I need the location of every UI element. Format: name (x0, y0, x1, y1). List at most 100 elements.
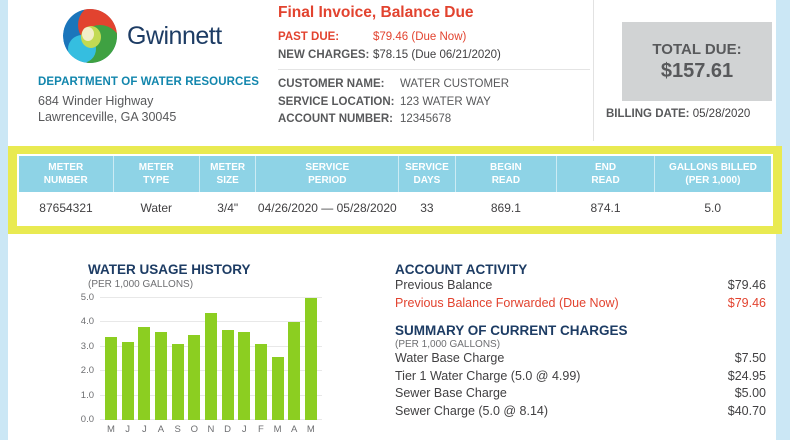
charge-row: Sewer Base Charge $5.00 (395, 385, 766, 403)
account-number-row: ACCOUNT NUMBER: 12345678 (278, 111, 590, 129)
meter-cell: 33 (398, 192, 456, 224)
charge-label: Previous Balance (395, 278, 493, 292)
charge-label: Sewer Charge (5.0 @ 8.14) (395, 403, 549, 418)
chart-y-tick: 4.0 (80, 316, 94, 328)
current-charges-rows: Water Base Charge $7.50 Tier 1 Water Charg… (395, 350, 766, 420)
new-charges-row: NEW CHARGES: $78.15 (Due 06/21/2020) (278, 47, 590, 65)
chart-x-tick: J (125, 424, 131, 435)
chart-x-tick: J (141, 424, 147, 435)
past-due-label: PAST DUE: (278, 31, 340, 43)
usage-bar (171, 344, 184, 420)
invoice-title: Final Invoice, Balance Due (278, 4, 474, 21)
charge-label: Previous Balance Forwarded (Due Now) (395, 295, 619, 310)
meter-table-highlight-frame: METER NUMBER METER TYPE METER SIZE SERVICE … (8, 146, 782, 234)
department-address: 684 Winder Highway Lawrenceville, GA 300… (38, 93, 270, 126)
meter-cell: 04/26/2020 — 05/28/2020 (255, 192, 399, 224)
meter-col-header: END READ (556, 156, 655, 192)
service-location-value: 123 WATER WAY (400, 95, 491, 108)
charge-value: $5.00 (734, 386, 766, 400)
chart-y-tick: 3.0 (80, 340, 94, 352)
current-charges-section: SUMMARY OF CURRENT CHARGES (PER 1,000 GA… (395, 323, 766, 420)
service-location-label: SERVICE LOCATION: (278, 95, 395, 108)
past-due-row: PAST DUE: $79.46 (Due Now) (278, 29, 590, 47)
chart-x-tick: D (224, 424, 232, 435)
usage-bar (271, 356, 284, 420)
meter-col-header: BEGIN READ (454, 156, 557, 192)
invoice-summary-section: Final Invoice, Balance Due PAST DUE: $79… (278, 4, 590, 129)
chart-x-tick: M (273, 424, 282, 435)
meter-header-row: METER NUMBER METER TYPE METER SIZE SERVICE … (19, 156, 771, 192)
meter-table-inner: METER NUMBER METER TYPE METER SIZE SERVICE … (17, 154, 773, 226)
account-number-value: 12345678 (400, 113, 452, 125)
total-due-box: TOTAL DUE: $157.61 (622, 22, 772, 101)
new-charges-value: $78.15 (Due 06/21/2020) (373, 48, 501, 61)
meter-col-header: SERVICE PERIOD (255, 156, 399, 192)
customer-name-label: CUSTOMER NAME: (278, 78, 385, 90)
customer-name-value: WATER CUSTOMER (400, 78, 510, 90)
usage-bar (121, 341, 134, 420)
billing-date-value: 05/28/2020 (692, 108, 751, 120)
usage-bar (221, 329, 234, 420)
brand-wordmark: Gwinnett (127, 21, 222, 50)
meter-cell: 87654321 (19, 192, 113, 224)
logo-row: Gwinnett (62, 8, 270, 64)
page-edge-left (0, 0, 8, 440)
meter-col-header: METER TYPE (112, 156, 200, 192)
customer-name-row: CUSTOMER NAME: WATER CUSTOMER (278, 76, 590, 94)
new-charges-label: NEW CHARGES: (278, 48, 370, 61)
charge-value: $79.46 (727, 295, 766, 310)
usage-bar (105, 337, 117, 420)
address-line-2: Lawrenceville, GA 30045 (38, 110, 177, 125)
chart-x-tick: A (157, 424, 165, 435)
usage-bar (204, 312, 217, 420)
usage-bar (138, 327, 151, 420)
chart-x-tick: N (207, 424, 215, 435)
chart-x-tick: S (174, 424, 181, 435)
usage-bar (188, 334, 201, 420)
usage-bar (288, 322, 301, 420)
meter-col-header: METER SIZE (198, 156, 256, 192)
department-name: DEPARTMENT OF WATER RESOURCES (38, 76, 259, 88)
charge-row: Tier 1 Water Charge (5.0 @ 4.99) $24.95 (395, 368, 766, 386)
billing-date-label: BILLING DATE: (606, 108, 690, 120)
chart-y-tick: 1.0 (80, 389, 94, 401)
meter-cell: 3/4" (199, 192, 256, 224)
chart-x-tick: O (190, 424, 198, 435)
meter-data-row: 87654321 Water 3/4" 04/26/2020 — 05/28/2020… (19, 192, 771, 224)
chart-y-tick: 2.0 (80, 365, 94, 377)
usage-chart: 0.0 1.0 2.0 3.0 4.0 5.0 (81, 292, 322, 425)
usage-bar (254, 344, 267, 420)
chart-y-tick: 0.0 (80, 414, 94, 425)
chart-gridline (100, 297, 322, 298)
chart-bars (100, 298, 322, 420)
charge-value: $40.70 (727, 403, 766, 418)
meter-cell: 874.1 (556, 192, 655, 224)
chart-x-tick: A (291, 424, 298, 435)
gwinnett-logo-icon (63, 9, 117, 63)
meter-col-header: GALLONS BILLED (PER 1,000) (653, 156, 771, 192)
total-due-section: TOTAL DUE: $157.61 BILLING DATE: 05/28/2… (600, 0, 782, 120)
usage-bar (238, 332, 251, 420)
chart-x-tick: F (258, 424, 264, 435)
current-charges-subheading: (PER 1,000 GALLONS) (395, 339, 501, 350)
usage-bar (304, 298, 317, 420)
page-edge-right (776, 0, 790, 440)
total-due-label: TOTAL DUE: (652, 40, 742, 58)
account-number-label: ACCOUNT NUMBER: (278, 113, 393, 125)
chart-title: WATER USAGE HISTORY (88, 262, 251, 277)
charge-row: Previous Balance $79.46 (395, 277, 766, 295)
account-activity-rows: Previous Balance $79.46 Previous Balance F… (395, 277, 766, 312)
header-divider (278, 69, 590, 70)
account-activity-heading: ACCOUNT ACTIVITY (395, 262, 528, 277)
water-usage-section: WATER USAGE HISTORY (PER 1,000 GALLONS) … (70, 262, 336, 435)
account-activity-section: ACCOUNT ACTIVITY Previous Balance $79.46 P… (395, 262, 766, 420)
charge-label: Sewer Base Charge (395, 386, 507, 400)
service-location-row: SERVICE LOCATION: 123 WATER WAY (278, 94, 590, 112)
charge-value: $7.50 (734, 351, 766, 365)
charge-label: Tier 1 Water Charge (5.0 @ 4.99) (395, 368, 581, 383)
current-charges-heading: SUMMARY OF CURRENT CHARGES (395, 323, 628, 338)
billing-date-row: BILLING DATE: 05/28/2020 (606, 108, 782, 120)
charge-row: Sewer Charge (5.0 @ 8.14) $40.70 (395, 403, 766, 421)
